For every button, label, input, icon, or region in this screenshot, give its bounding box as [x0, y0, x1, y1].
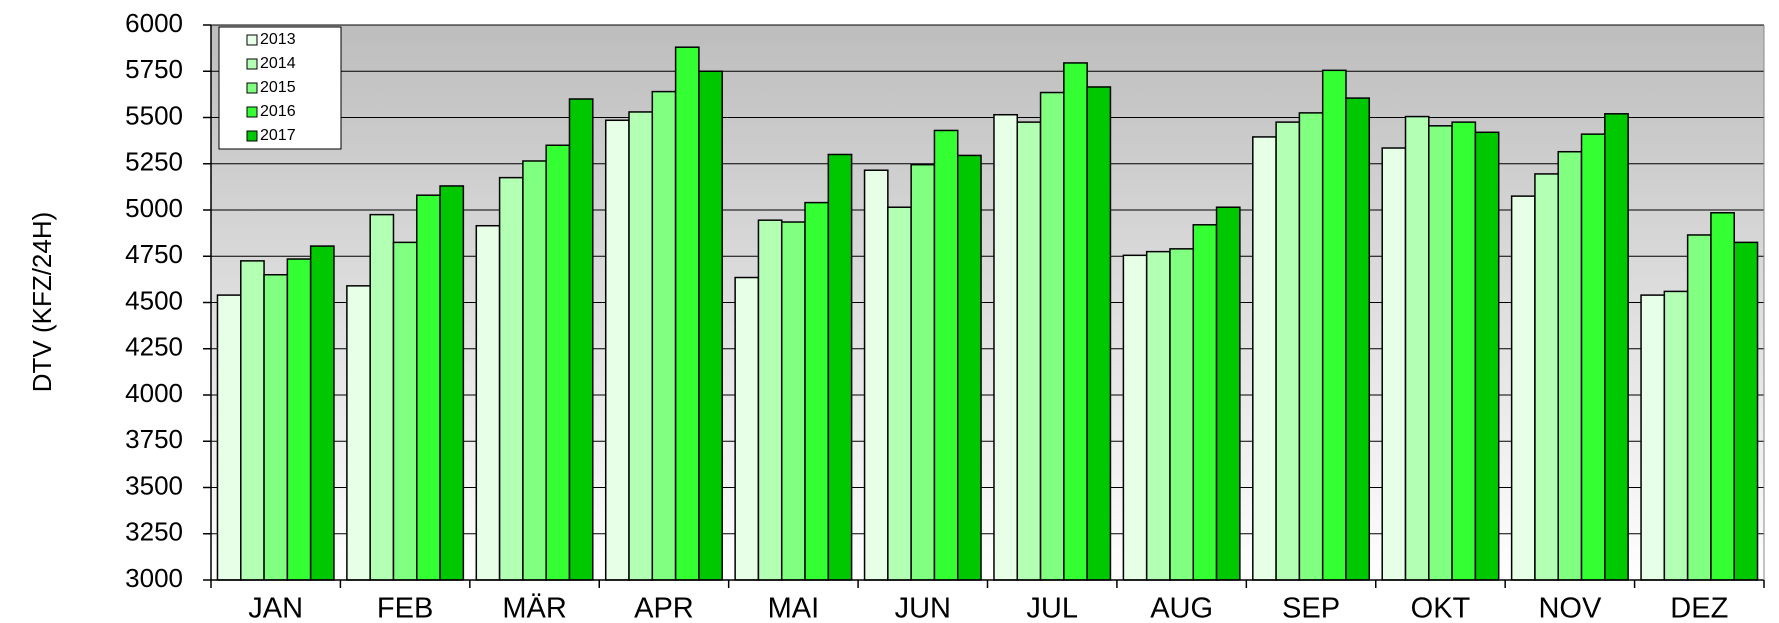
- x-tick-label: MÄR: [502, 593, 566, 623]
- bar: [757, 219, 783, 581]
- bar: [1534, 173, 1559, 581]
- y-tick-label: 4250: [125, 332, 183, 362]
- y-tick-label: 4000: [125, 378, 183, 408]
- bar: [240, 260, 265, 581]
- bar: [1381, 147, 1407, 581]
- legend-label: 2014: [260, 55, 296, 72]
- bar: [1580, 133, 1606, 581]
- bar: [1252, 136, 1277, 581]
- legend-swatch: [246, 58, 258, 70]
- bar: [1663, 290, 1689, 581]
- legend-label: 2016: [260, 103, 296, 120]
- legend-label: 2013: [260, 31, 296, 48]
- bar: [827, 153, 853, 581]
- x-tick-label: FEB: [377, 593, 433, 623]
- x-tick-label: MAI: [768, 593, 820, 623]
- bar: [651, 90, 677, 581]
- bar: [804, 201, 830, 581]
- bar: [956, 154, 982, 581]
- bar: [1063, 62, 1088, 581]
- y-tick-label: 4500: [125, 285, 183, 315]
- bar: [263, 274, 289, 581]
- x-tick-label: NOV: [1538, 593, 1602, 623]
- bar: [1474, 131, 1500, 581]
- bar: [522, 160, 547, 581]
- bar: [498, 176, 524, 581]
- bar: [863, 169, 889, 581]
- y-tick-label: 5250: [125, 147, 183, 177]
- bar: [309, 245, 335, 581]
- bar: [1016, 121, 1042, 581]
- bar: [698, 70, 723, 581]
- y-tick-label: 4750: [125, 239, 183, 269]
- legend-swatch: [246, 82, 258, 94]
- y-tick-label: 3000: [125, 563, 183, 593]
- y-tick-label: 3750: [125, 424, 183, 454]
- y-axis-label: DTV (KFZ/24H): [27, 212, 57, 393]
- bar: [1510, 195, 1536, 581]
- bar: [568, 98, 594, 581]
- bar: [933, 129, 959, 581]
- bar: [416, 194, 441, 581]
- bar: [1404, 115, 1430, 581]
- legend-box: [218, 26, 342, 150]
- y-tick-label: 5500: [125, 100, 183, 130]
- legend-label: 2017: [260, 127, 296, 144]
- y-tick-label: 3500: [125, 470, 183, 500]
- bar: [369, 213, 395, 581]
- bar: [674, 46, 700, 581]
- legend-swatch: [246, 130, 258, 142]
- x-tick-label: SEP: [1282, 593, 1340, 623]
- bar: [1686, 234, 1712, 581]
- bar: [1557, 150, 1583, 581]
- bar: [887, 206, 912, 581]
- bar: [780, 221, 806, 581]
- bar: [628, 111, 654, 581]
- bar: [1169, 248, 1195, 581]
- legend-label: 2015: [260, 79, 296, 96]
- bar: [734, 276, 760, 581]
- legend-swatch: [246, 106, 258, 118]
- bar: [1039, 91, 1065, 581]
- bar: [1192, 224, 1218, 581]
- bar: [545, 144, 571, 581]
- x-tick-label: DEZ: [1670, 593, 1728, 623]
- legend: 2013 2014 2015 2016 2017: [218, 26, 342, 150]
- bar: [346, 285, 371, 581]
- bar: [1275, 121, 1301, 581]
- bar: [1428, 125, 1453, 581]
- y-tick-label: 3250: [125, 517, 183, 547]
- x-tick-label: AUG: [1150, 593, 1213, 623]
- bar: [1086, 86, 1112, 581]
- legend-swatch: [246, 34, 258, 46]
- bar: [475, 224, 501, 581]
- bar: [216, 294, 242, 581]
- bar: [1710, 212, 1735, 581]
- bar: [1733, 241, 1759, 581]
- bar: [1122, 254, 1148, 581]
- bar: [1145, 250, 1171, 581]
- bar: [1451, 121, 1477, 581]
- bar: [1321, 69, 1347, 581]
- x-tick-label: JUL: [1026, 593, 1078, 623]
- bar: [1345, 97, 1371, 581]
- bar: [604, 119, 630, 581]
- bar: [286, 258, 312, 581]
- x-tick-label: JAN: [248, 593, 303, 623]
- bar: [1298, 112, 1324, 581]
- x-tick-label: JUN: [895, 593, 951, 623]
- bar: [1215, 206, 1241, 581]
- bar: [1604, 113, 1629, 581]
- bar: [910, 163, 936, 581]
- y-tick-label: 5000: [125, 193, 183, 223]
- bar: [439, 185, 465, 581]
- x-tick-label: APR: [634, 593, 694, 623]
- bar: [1640, 294, 1666, 581]
- bar: [392, 241, 418, 581]
- x-tick-label: OKT: [1411, 593, 1471, 623]
- y-tick-label: 5750: [125, 54, 183, 84]
- y-tick-label: 6000: [125, 8, 183, 38]
- bar: [993, 113, 1019, 581]
